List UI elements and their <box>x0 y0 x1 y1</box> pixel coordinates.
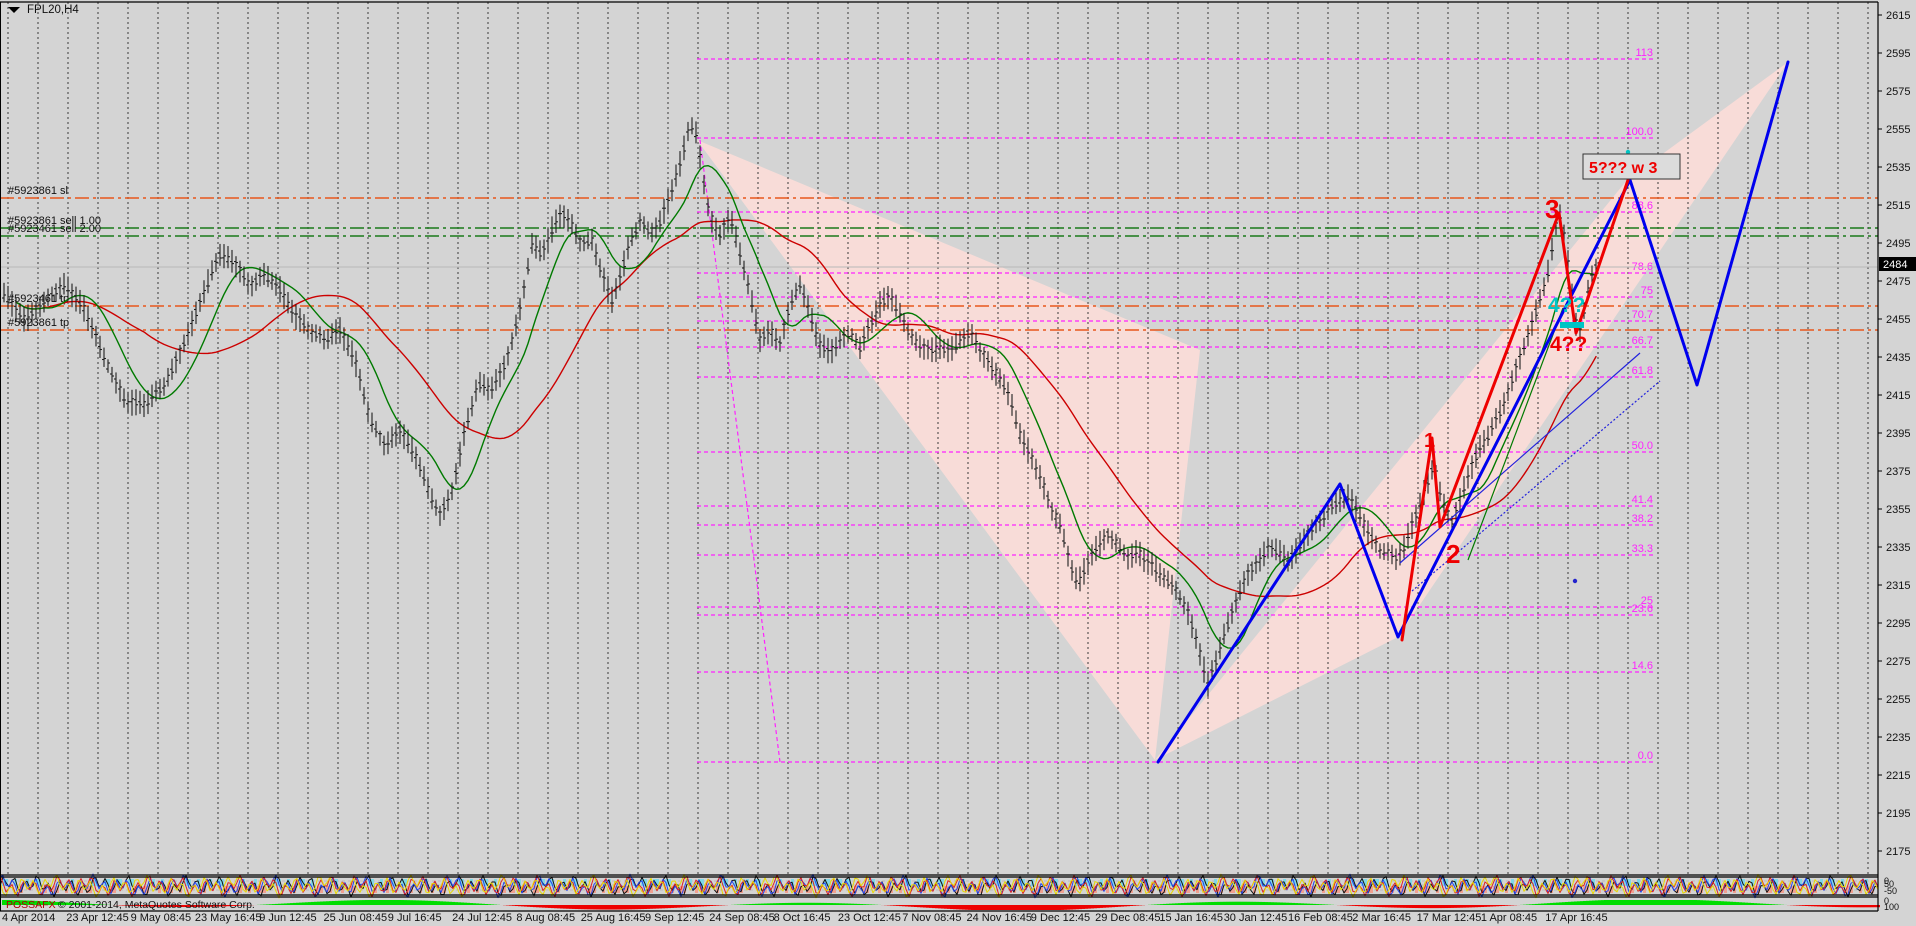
anchor-dot <box>1572 578 1578 584</box>
price-axis-label: 2475 <box>1886 276 1910 288</box>
fib-label-100.0: 100.0 <box>1625 126 1653 138</box>
order-label: #5923861 sell 1.00 <box>8 215 101 227</box>
date-axis-label: 9 Jun 12:45 <box>259 912 317 924</box>
histogram-axis-label: 0 <box>1884 896 1889 906</box>
order-label: #5923461 sell 2.00 <box>8 223 101 235</box>
indicator-name: POSSAFX <box>6 899 56 911</box>
price-axis-label: 2615 <box>1886 10 1910 22</box>
price-bars <box>2 117 1598 697</box>
trendline-green-support[interactable] <box>1467 307 1564 561</box>
price-axis-label: 2555 <box>1886 124 1910 136</box>
price-axis-label: 2195 <box>1886 808 1910 820</box>
histogram-axis-label: 100 <box>1884 902 1899 912</box>
date-axis-label: 9 Sep 12:45 <box>645 912 704 924</box>
fib-label-75: 75 <box>1641 285 1653 297</box>
price-axis-label: 2535 <box>1886 162 1910 174</box>
date-axis-label: 1 Apr 08:45 <box>1481 912 1537 924</box>
current-price-text: 2484 <box>1883 259 1907 271</box>
date-axis-label: 2 Mar 16:45 <box>1352 912 1411 924</box>
date-axis-label: 8 Oct 16:45 <box>774 912 831 924</box>
price-axis-label: 2575 <box>1886 86 1910 98</box>
price-axis-label: 2515 <box>1886 200 1910 212</box>
price-axis-label: 2315 <box>1886 580 1910 592</box>
price-axis-label: 2255 <box>1886 694 1910 706</box>
histogram-areas <box>2 900 1880 910</box>
wave-label-4??: 4?? <box>1550 333 1587 356</box>
ma-slow-red <box>15 219 1597 598</box>
price-axis-label: 2395 <box>1886 428 1910 440</box>
fib-label-23.6: 23.6 <box>1632 603 1653 615</box>
order-label: #5923861 tp <box>8 317 69 329</box>
fib-label-66.7: 66.7 <box>1632 335 1653 347</box>
fib-label-38.2: 38.2 <box>1632 513 1653 525</box>
oscillator-axis-label: 0 <box>1884 876 1889 886</box>
date-axis-label: 23 Apr 12:45 <box>66 912 128 924</box>
blue-zigzag-projection <box>1156 60 1790 764</box>
order-label: #5923861 sl <box>8 185 68 197</box>
wave-label-2: 2 <box>1446 539 1460 569</box>
wave-label-3: 3 <box>1545 194 1559 224</box>
date-axis-label: 17 Mar 12:45 <box>1417 912 1482 924</box>
price-axis-label: 2375 <box>1886 466 1910 478</box>
chart-title: FPL20,H4 <box>27 4 79 16</box>
price-axis-label: 2335 <box>1886 542 1910 554</box>
date-axis-label: 23 Oct 12:45 <box>838 912 901 924</box>
red-wave-path <box>1400 178 1630 642</box>
chart-selector-triangle-icon <box>8 7 20 13</box>
date-axis-label: 9 May 08:45 <box>131 912 192 924</box>
date-axis-label: 9 Jul 16:45 <box>388 912 442 924</box>
fib-label-70.7: 70.7 <box>1632 309 1653 321</box>
fib-label-113: 113 <box>1635 47 1653 59</box>
oscillator-axis-label: 50 <box>1884 879 1894 889</box>
date-axis-label: 4 Apr 2014 <box>2 912 55 924</box>
date-axis-label: 9 Dec 12:45 <box>1031 912 1090 924</box>
fib-label-41.4: 41.4 <box>1632 494 1653 506</box>
fib-label-88.6: 88.6 <box>1632 200 1653 212</box>
ma-fast-green <box>15 164 1597 649</box>
oscillator-line-3 <box>0 873 1879 899</box>
fib-label-50.0: 50.0 <box>1632 440 1653 452</box>
price-axis-label: 2215 <box>1886 770 1910 782</box>
date-axis-label: 24 Nov 16:45 <box>967 912 1032 924</box>
cyan-dash-marker <box>1560 322 1584 328</box>
date-axis-label: 17 Apr 16:45 <box>1545 912 1607 924</box>
date-axis-label: 25 Aug 16:45 <box>581 912 646 924</box>
fib-label-25: 25 <box>1641 595 1653 607</box>
price-axis-label: 2595 <box>1886 48 1910 60</box>
anchor-dot <box>1625 149 1631 155</box>
price-axis-label: 2295 <box>1886 618 1910 630</box>
price-axis-label: 2175 <box>1886 846 1910 858</box>
price-axis-label: 2435 <box>1886 352 1910 364</box>
date-axis-label: 8 Aug 08:45 <box>516 912 575 924</box>
price-axis-label: 2275 <box>1886 656 1910 668</box>
date-axis-label: 24 Jul 12:45 <box>452 912 512 924</box>
price-axis-label: 2495 <box>1886 238 1910 250</box>
wave-label-4??: 4?? <box>1548 294 1585 317</box>
projection-box-label: 5??? w 3 <box>1589 160 1658 177</box>
date-axis-label: 29 Dec 08:45 <box>1095 912 1160 924</box>
date-axis-label: 15 Jan 16:45 <box>1159 912 1223 924</box>
copyright-text: © 2001-2014, MetaQuotes Software Corp. <box>58 899 255 911</box>
date-axis-label: 7 Nov 08:45 <box>902 912 961 924</box>
fib-label-14.6: 14.6 <box>1632 660 1653 672</box>
oscillator-axis-label: -50 <box>1884 886 1897 896</box>
fib-label-33.3: 33.3 <box>1632 543 1653 555</box>
date-axis-label: 24 Sep 08:45 <box>709 912 774 924</box>
current-price-marker <box>1879 257 1916 271</box>
wave-label-1: 1 <box>1424 430 1435 452</box>
price-axis-label: 2235 <box>1886 732 1910 744</box>
projection-box[interactable] <box>1582 153 1681 180</box>
pink-zone-descending-wedge <box>697 140 1200 760</box>
date-axis-label: 25 Jun 08:45 <box>324 912 388 924</box>
fib-label-61.8: 61.8 <box>1632 365 1653 377</box>
date-axis-label: 23 May 16:45 <box>195 912 262 924</box>
price-axis-label: 2355 <box>1886 504 1910 516</box>
price-axis-label: 2415 <box>1886 390 1910 402</box>
fib-label-0.0: 0.0 <box>1638 750 1653 762</box>
date-axis-label: 16 Feb 08:45 <box>1288 912 1353 924</box>
price-axis-label: 2455 <box>1886 314 1910 326</box>
date-axis-label: 30 Jan 12:45 <box>1224 912 1288 924</box>
